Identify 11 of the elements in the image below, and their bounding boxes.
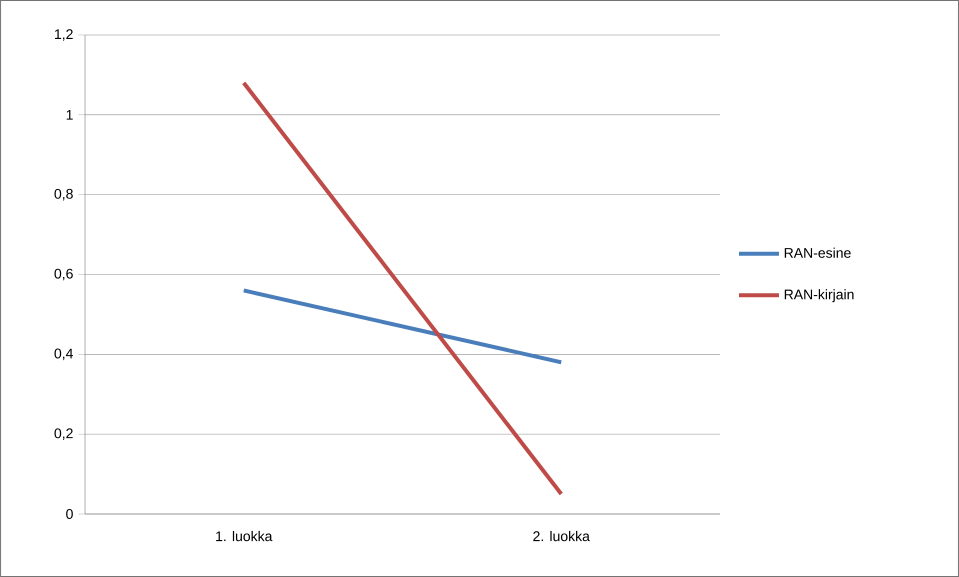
y-tick-label: 0,2: [54, 428, 73, 440]
x-tick-label: 1. luokka: [216, 530, 272, 542]
x-tick-label: 2. luokka: [533, 530, 590, 542]
legend-label: RAN-esine: [784, 248, 851, 258]
y-tick-label: 0,4: [54, 348, 73, 360]
y-tick-label: 0: [66, 509, 73, 519]
y-tick-label: 0,8: [54, 188, 73, 200]
y-tick-label: 1,2: [55, 29, 73, 41]
y-tick-label: 1: [66, 110, 73, 120]
y-tick-label: 0,6: [54, 268, 73, 280]
legend-label: RAN-kirjain: [784, 289, 854, 302]
